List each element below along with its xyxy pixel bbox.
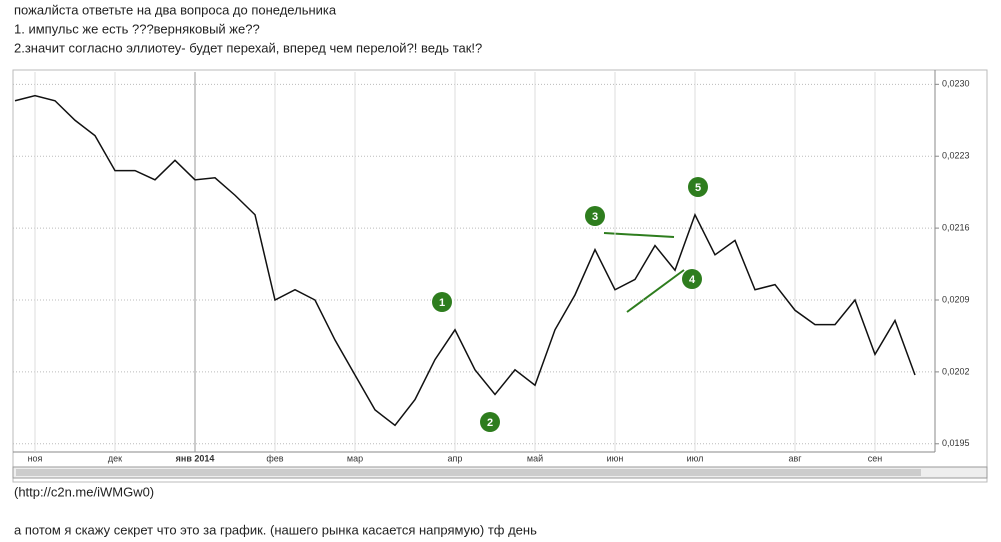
x-tick-label: мар bbox=[347, 453, 363, 463]
trend-line bbox=[626, 269, 685, 313]
y-tick-label: 0,0202 bbox=[942, 366, 970, 376]
wave-label: 4 bbox=[689, 274, 696, 286]
x-tick-label: фев bbox=[266, 453, 283, 463]
wave-marker bbox=[432, 292, 452, 312]
x-tick-label: авг bbox=[788, 453, 802, 463]
x-tick-label: май bbox=[527, 453, 543, 463]
y-tick-label: 0,0209 bbox=[942, 294, 970, 304]
y-tick-label: 0,0216 bbox=[942, 222, 970, 232]
link[interactable]: (http://c2n.me/iWMGw0) bbox=[14, 484, 154, 499]
wave-marker bbox=[585, 206, 605, 226]
x-tick-label: ноя bbox=[28, 453, 43, 463]
wave-marker bbox=[688, 177, 708, 197]
post-text: а потом я скажу секрет что это за график… bbox=[14, 522, 537, 537]
x-tick-label: апр bbox=[448, 453, 463, 463]
y-tick-label: 0,0223 bbox=[942, 151, 970, 161]
x-tick-label: дек bbox=[108, 453, 122, 463]
wave-label: 3 bbox=[592, 211, 598, 223]
y-tick-label: 0,0195 bbox=[942, 438, 970, 448]
x-tick-label: сен bbox=[868, 453, 883, 463]
scroll-thumb[interactable] bbox=[16, 469, 921, 476]
wave-marker bbox=[682, 269, 702, 289]
wave-marker bbox=[480, 412, 500, 432]
post-text: пожалйста ответьте на два вопроса до пон… bbox=[14, 2, 337, 17]
wave-label: 1 bbox=[439, 297, 445, 309]
y-tick-label: 0,0230 bbox=[942, 79, 970, 89]
price-line bbox=[14, 94, 916, 427]
wave-label: 5 bbox=[695, 182, 701, 194]
x-tick-label: янв 2014 bbox=[176, 453, 215, 463]
post-text: 1. импульс же есть ???верняковый же?? bbox=[14, 21, 260, 36]
chart-frame bbox=[12, 69, 988, 483]
x-tick-label: июл bbox=[687, 453, 704, 463]
wave-label: 2 bbox=[487, 417, 493, 429]
post-text: 2.значит согласно эллиотеу- будет переха… bbox=[14, 40, 482, 55]
trend-line bbox=[603, 232, 675, 238]
x-tick-label: июн bbox=[607, 453, 624, 463]
